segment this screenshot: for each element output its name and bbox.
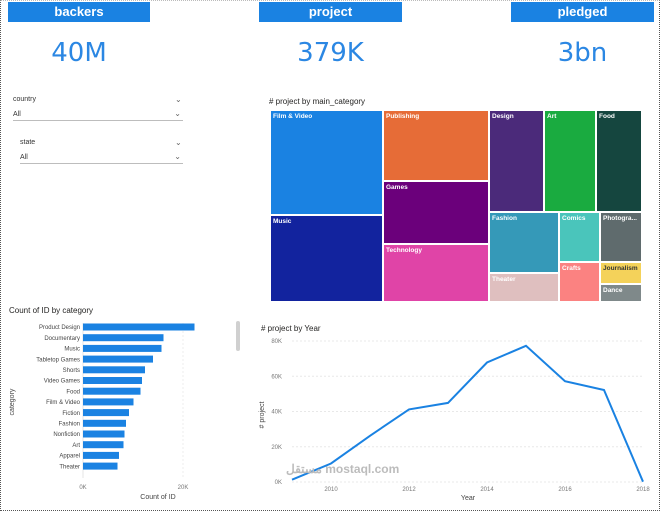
state-slicer-label: state: [20, 139, 36, 146]
x-tick-label: 2010: [324, 487, 338, 493]
treemap-cell-dance[interactable]: Dance: [600, 284, 642, 302]
y-tick-label: Fiction: [62, 411, 80, 417]
treemap-cell-games[interactable]: Games: [383, 181, 489, 244]
line-y-axis-title: # project: [259, 402, 266, 429]
treemap-cell-art[interactable]: Art: [544, 110, 596, 212]
treemap-cell-photography[interactable]: Photogra...: [600, 212, 642, 262]
bar[interactable]: [83, 387, 141, 395]
treemap-cell-theater[interactable]: Theater: [489, 273, 559, 302]
y-tick-label: Fashion: [59, 422, 80, 428]
bar[interactable]: [83, 441, 124, 449]
y-tick-label: Product Design: [39, 325, 80, 331]
chevron-down-icon: ⌄: [174, 109, 181, 118]
x-tick-label: 20K: [178, 485, 189, 491]
y-tick-label: Theater: [59, 464, 80, 470]
treemap-cell-film-video[interactable]: Film & Video: [270, 110, 383, 215]
bar[interactable]: [83, 398, 134, 406]
bar[interactable]: [83, 323, 195, 331]
chevron-down-icon[interactable]: ⌄: [175, 138, 182, 147]
chevron-down-icon: ⌄: [174, 152, 181, 161]
y-tick-label: Food: [66, 389, 80, 395]
treemap-cell-publishing[interactable]: Publishing: [383, 110, 489, 181]
backers-header: backers: [8, 2, 150, 22]
y-tick-label: Music: [64, 347, 80, 353]
y-tick-label: Art: [72, 443, 80, 449]
treemap-cell-food[interactable]: Food: [596, 110, 642, 212]
category-chart-title: Count of ID by category: [9, 306, 94, 315]
y-tick-label: 60K: [271, 374, 282, 380]
y-tick-label: Video Games: [44, 379, 80, 385]
category-bar-chart[interactable]: Product Design Documentary Music Tabletop G…: [0, 318, 235, 508]
x-tick-label: 2012: [402, 487, 416, 493]
y-tick-label: 20K: [271, 445, 282, 451]
x-tick-label: 0K: [79, 485, 86, 491]
y-tick-label: 80K: [271, 339, 282, 345]
year-chart-title: # project by Year: [261, 324, 321, 333]
y-tick-label: Documentary: [44, 336, 80, 342]
treemap-cell-fashion[interactable]: Fashion: [489, 212, 559, 273]
y-tick-label: Apparel: [59, 454, 80, 460]
state-slicer-value: All: [20, 154, 28, 161]
pledged-header: pledged: [511, 2, 654, 22]
pledged-value: 3bn: [557, 38, 608, 68]
y-tick-label: Shorts: [63, 368, 80, 374]
year-line-chart[interactable]: 80K 60K 40K 20K 0K 2010 2012 2014 2016 2018 # pro…: [250, 330, 655, 505]
series-line[interactable]: [291, 344, 644, 483]
line-x-axis-title: Year: [461, 495, 476, 502]
treemap-cell-design[interactable]: Design: [489, 110, 544, 212]
bar[interactable]: [83, 355, 153, 363]
bar[interactable]: [83, 419, 126, 427]
y-tick-label: Film & Video: [46, 400, 81, 406]
x-tick-label: 2016: [558, 487, 572, 493]
y-tick-label: Nonfiction: [53, 432, 80, 438]
bar[interactable]: [83, 430, 125, 438]
treemap-cell-journalism[interactable]: Journalism: [600, 262, 642, 284]
x-tick-label: 2014: [480, 487, 494, 493]
bar[interactable]: [83, 344, 162, 352]
watermark-text: مستقل mostaql.com: [286, 462, 400, 476]
project-value: 379K: [297, 38, 364, 68]
bar[interactable]: [83, 366, 145, 374]
bar[interactable]: [83, 451, 119, 459]
bar-x-axis-title: Count of ID: [140, 494, 175, 501]
project-header: project: [259, 2, 402, 22]
treemap-title: # project by main_category: [269, 97, 366, 106]
backers-value: 40M: [51, 38, 107, 68]
treemap-cell-technology[interactable]: Technology: [383, 244, 489, 302]
x-tick-label: 2018: [636, 487, 650, 493]
treemap-cell-music[interactable]: Music: [270, 215, 383, 302]
bar[interactable]: [83, 462, 118, 470]
treemap-cell-comics[interactable]: Comics: [559, 212, 600, 262]
y-tick-label: 40K: [271, 410, 282, 416]
y-tick-label: 0K: [275, 480, 282, 486]
country-slicer-value: All: [13, 111, 21, 118]
country-slicer-label: country: [13, 96, 36, 103]
state-slicer-dropdown[interactable]: All ⌄: [20, 152, 183, 164]
bar-y-axis-title: category: [9, 388, 16, 415]
bar[interactable]: [83, 334, 164, 342]
bar[interactable]: [83, 409, 129, 417]
country-slicer-dropdown[interactable]: All ⌄: [13, 109, 183, 121]
treemap-cell-crafts[interactable]: Crafts: [559, 262, 600, 302]
bar[interactable]: [83, 377, 142, 384]
y-tick-label: Tabletop Games: [36, 357, 80, 363]
vertical-scrollbar[interactable]: [236, 321, 240, 351]
chevron-down-icon[interactable]: ⌄: [175, 95, 182, 104]
